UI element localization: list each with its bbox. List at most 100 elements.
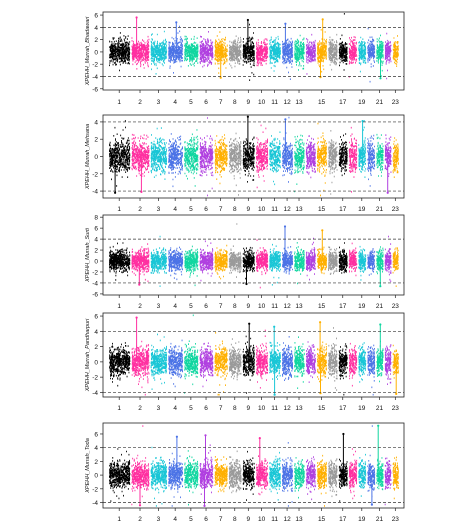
panel-frame — [102, 312, 405, 398]
x-tick-label: 2 — [138, 516, 142, 523]
chr-8-points — [228, 338, 242, 381]
y-axis-label: XPEHH_Murrah_Pandharpuri — [85, 318, 91, 392]
y-tick-label: -2 — [92, 62, 98, 69]
x-tick-label: 7 — [219, 516, 223, 523]
chr-23-points — [392, 344, 399, 379]
chr-21-points — [376, 133, 384, 177]
chr-11-points — [269, 131, 281, 186]
x-tick-label: 13 — [295, 303, 303, 310]
x-tick-label: 21 — [376, 516, 384, 523]
x-tick-label: 4 — [173, 516, 177, 523]
chr-14-points — [305, 237, 316, 281]
chr-7-points — [214, 31, 228, 74]
y-tick-label: -4 — [92, 500, 98, 507]
y-tick-label: 4 — [94, 329, 98, 336]
chr-18-points — [348, 342, 358, 387]
x-tick-label: 8 — [233, 405, 237, 412]
x-tick-label: 5 — [189, 206, 193, 213]
chr-13-points — [294, 336, 305, 389]
y-tick-label: -2 — [92, 375, 98, 382]
y-tick-label: 8 — [94, 215, 98, 222]
chr-10-points — [256, 124, 269, 189]
chr-18-points — [348, 36, 358, 78]
x-tick-label: 11 — [271, 303, 278, 310]
chr-3-points — [150, 235, 168, 287]
x-tick-label: 13 — [295, 516, 303, 523]
x-tick-label: 6 — [204, 206, 208, 213]
x-tick-label: 4 — [173, 206, 177, 213]
x-tick-label: 21 — [376, 206, 384, 213]
x-tick-label: 15 — [318, 516, 326, 523]
chr-6-points — [199, 240, 214, 282]
x-tick-label: 8 — [233, 516, 237, 523]
chr-8-points — [228, 450, 242, 494]
x-tick-label: 23 — [392, 516, 400, 523]
y-tick-label: 2 — [94, 344, 98, 351]
chr-12-points — [282, 336, 294, 381]
chr-3-points — [150, 127, 167, 180]
y-axis-label: XPEHH_Murrah_Mehsana — [85, 124, 91, 190]
x-tick-label: 8 — [233, 303, 237, 310]
x-tick-label: 12 — [283, 303, 291, 310]
x-tick-label: 11 — [271, 405, 278, 412]
y-tick-label: 2 — [94, 137, 98, 144]
x-tick-label: 17 — [339, 303, 347, 310]
chr-14-points — [305, 33, 316, 75]
x-tick-label: 10 — [258, 303, 266, 310]
y-axis-label: XPEHH_Murrah_Bhadawari — [85, 16, 91, 86]
x-tick-label: 19 — [358, 405, 366, 412]
x-tick-label: 23 — [392, 206, 400, 213]
chr-3-points — [150, 446, 167, 507]
y-tick-label: -2 — [92, 171, 98, 178]
chr-20-points — [367, 344, 376, 396]
y-tick-label: -6 — [92, 86, 98, 93]
chr-8-points — [228, 35, 242, 69]
y-tick-label: 0 — [94, 473, 98, 480]
y-tick-label: 2 — [94, 37, 98, 44]
x-tick-label: 1 — [117, 405, 121, 412]
y-tick-label: 6 — [94, 226, 98, 233]
chr-7-points — [214, 456, 228, 493]
x-tick-label: 17 — [339, 206, 347, 213]
chr-22-points — [384, 32, 392, 80]
y-tick-label: 0 — [94, 359, 98, 366]
y-tick-label: 6 — [94, 431, 98, 438]
x-tick-label: 10 — [258, 516, 266, 523]
x-tick-label: 17 — [339, 99, 347, 106]
x-tick-label: 13 — [295, 206, 303, 213]
chr-19-points — [358, 36, 367, 73]
chr-18-points — [348, 242, 358, 277]
x-tick-label: 23 — [392, 405, 400, 412]
x-tick-label: 8 — [233, 99, 237, 106]
x-tick-label: 4 — [173, 303, 177, 310]
x-tick-label: 2 — [138, 405, 142, 412]
x-tick-label: 9 — [246, 99, 250, 106]
chr-9-points — [242, 136, 255, 183]
x-tick-label: 11 — [271, 206, 278, 213]
chr-1-points — [109, 120, 131, 193]
y-tick-label: -6 — [92, 291, 98, 298]
chr-14-points — [305, 135, 316, 179]
x-tick-label: 23 — [392, 303, 400, 310]
chr-17-points — [338, 133, 348, 177]
chr-15-points — [317, 122, 327, 197]
chr-20-points — [367, 134, 376, 187]
chr-10-points — [256, 239, 269, 289]
x-tick-label: 9 — [246, 516, 250, 523]
chr-9-points — [242, 335, 255, 394]
x-tick-label: 3 — [157, 303, 161, 310]
chr-10-points — [256, 38, 269, 67]
chr-3-points — [150, 333, 168, 390]
chr-19-points — [358, 245, 367, 281]
chr-10-points — [255, 329, 268, 389]
chr-7-points — [214, 332, 228, 396]
y-tick-label: -4 — [92, 189, 98, 196]
chr-23-points — [392, 35, 399, 67]
chr-11-points — [269, 451, 281, 501]
chr-6-points — [199, 342, 214, 388]
chr-5-points — [184, 35, 199, 67]
y-axis-label: XPEHH_Murrah_Toda — [85, 438, 91, 494]
